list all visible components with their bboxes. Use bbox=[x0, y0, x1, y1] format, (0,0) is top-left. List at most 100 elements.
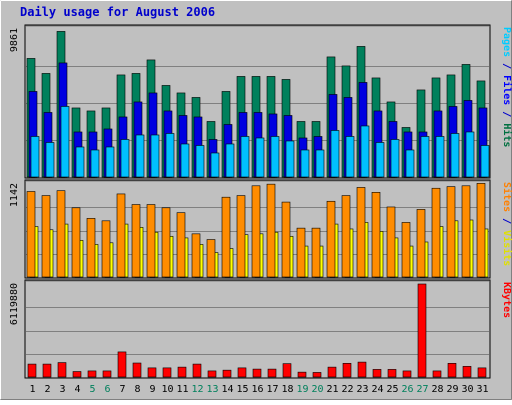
bar-sites bbox=[461, 185, 471, 278]
bar-pages bbox=[120, 139, 130, 178]
bar-kbytes bbox=[342, 363, 352, 378]
x-tick-label: 9 bbox=[149, 384, 155, 395]
x-tick-label: 24 bbox=[371, 384, 383, 395]
bar-kbytes bbox=[177, 366, 187, 378]
x-tick-label: 5 bbox=[89, 384, 95, 395]
x-tick-label: 19 bbox=[296, 384, 308, 395]
bar-sites bbox=[221, 196, 231, 278]
series-pages bbox=[30, 106, 490, 178]
bar-kbytes bbox=[237, 367, 247, 378]
x-tick-label: 10 bbox=[161, 384, 173, 395]
bar-sites bbox=[56, 190, 66, 278]
bar-kbytes bbox=[477, 367, 487, 378]
x-tick-label: 17 bbox=[266, 384, 278, 395]
bar-pages bbox=[345, 136, 355, 178]
bar-pages bbox=[60, 106, 70, 178]
bar-kbytes bbox=[282, 363, 292, 378]
bar-sites bbox=[176, 212, 186, 278]
bar-sites bbox=[236, 195, 246, 278]
bar-pages bbox=[420, 136, 430, 178]
bar-sites bbox=[281, 201, 291, 278]
legend-entry: Pages bbox=[501, 27, 512, 57]
bar-pages bbox=[390, 139, 400, 178]
panel-2-legend: Sites / Visits bbox=[501, 182, 512, 266]
bar-pages bbox=[75, 146, 85, 178]
bar-pages bbox=[180, 143, 190, 178]
x-tick-label: 21 bbox=[326, 384, 338, 395]
legend-entry: Sites bbox=[501, 182, 512, 212]
panel-2: 1142 Sites / Visits bbox=[9, 179, 512, 279]
bar-pages bbox=[135, 134, 145, 178]
bar-pages bbox=[225, 143, 235, 178]
x-tick-label: 15 bbox=[236, 384, 248, 395]
bar-pages bbox=[165, 133, 175, 178]
x-tick-label: 31 bbox=[476, 384, 488, 395]
bar-sites bbox=[116, 193, 126, 278]
bar-sites bbox=[131, 204, 141, 278]
bar-sites bbox=[101, 220, 111, 278]
bar-kbytes bbox=[432, 370, 442, 378]
bar-kbytes bbox=[42, 363, 52, 378]
legend-entry: Visits bbox=[501, 230, 512, 266]
legend-entry: KBytes bbox=[501, 282, 512, 318]
bar-sites bbox=[356, 187, 366, 278]
series-sites bbox=[26, 183, 486, 278]
bar-kbytes bbox=[252, 368, 262, 378]
bar-kbytes bbox=[312, 372, 322, 378]
bar-kbytes bbox=[447, 363, 457, 378]
legend-entry: Files bbox=[501, 75, 512, 105]
bar-pages bbox=[375, 142, 385, 178]
bar-kbytes bbox=[72, 371, 82, 378]
x-tick-label: 22 bbox=[341, 384, 353, 395]
bar-sites bbox=[371, 192, 381, 278]
x-tick-label: 26 bbox=[401, 384, 413, 395]
x-tick-label: 13 bbox=[206, 384, 218, 395]
bar-sites bbox=[431, 187, 441, 278]
bar-kbytes bbox=[297, 371, 307, 378]
bar-kbytes bbox=[417, 283, 427, 378]
panel-1-max-label: 9861 bbox=[9, 28, 20, 52]
bar-pages bbox=[210, 152, 220, 178]
bar-kbytes bbox=[267, 368, 277, 378]
panel-1-legend: Pages / Files / Hits bbox=[501, 27, 512, 147]
panel-3-max-label: 6119880 bbox=[9, 283, 20, 325]
bar-kbytes bbox=[222, 369, 232, 378]
bar-sites bbox=[86, 218, 96, 278]
chart-title: Daily usage for August 2006 bbox=[20, 5, 215, 19]
x-tick-label: 7 bbox=[119, 384, 125, 395]
bar-sites bbox=[476, 183, 486, 278]
bar-sites bbox=[326, 200, 336, 278]
x-tick-label: 3 bbox=[59, 384, 65, 395]
bar-pages bbox=[150, 134, 160, 178]
x-tick-label: 8 bbox=[134, 384, 140, 395]
bar-kbytes bbox=[87, 370, 97, 378]
bar-kbytes bbox=[117, 351, 127, 378]
bar-pages bbox=[450, 133, 460, 178]
bar-sites bbox=[251, 185, 261, 278]
series-kbytes bbox=[27, 283, 487, 378]
x-tick-label: 25 bbox=[386, 384, 398, 395]
x-tick-label: 28 bbox=[431, 384, 443, 395]
bar-sites bbox=[311, 227, 321, 278]
bar-sites bbox=[386, 206, 396, 278]
bar-sites bbox=[446, 186, 456, 278]
x-tick-label: 30 bbox=[461, 384, 473, 395]
panel-3-legend: KBytes bbox=[501, 282, 512, 318]
x-tick-label: 12 bbox=[191, 384, 203, 395]
bar-sites bbox=[146, 204, 156, 278]
bar-pages bbox=[480, 145, 490, 178]
bar-pages bbox=[270, 136, 280, 178]
bar-sites bbox=[41, 195, 51, 278]
bar-sites bbox=[26, 191, 36, 278]
bar-pages bbox=[105, 146, 115, 178]
x-tick-label: 18 bbox=[281, 384, 293, 395]
x-tick-label: 4 bbox=[74, 384, 80, 395]
bar-pages bbox=[240, 136, 250, 178]
panel-3: 6119880 KBytes bbox=[9, 279, 512, 379]
x-tick-label: 27 bbox=[416, 384, 428, 395]
legend-entry: / bbox=[501, 57, 512, 75]
panel-3-frame bbox=[24, 279, 491, 379]
x-tick-label: 11 bbox=[176, 384, 188, 395]
chart-panels: 9861 Pages / Files / Hits 1142 Sites / Visi… bbox=[9, 24, 512, 379]
